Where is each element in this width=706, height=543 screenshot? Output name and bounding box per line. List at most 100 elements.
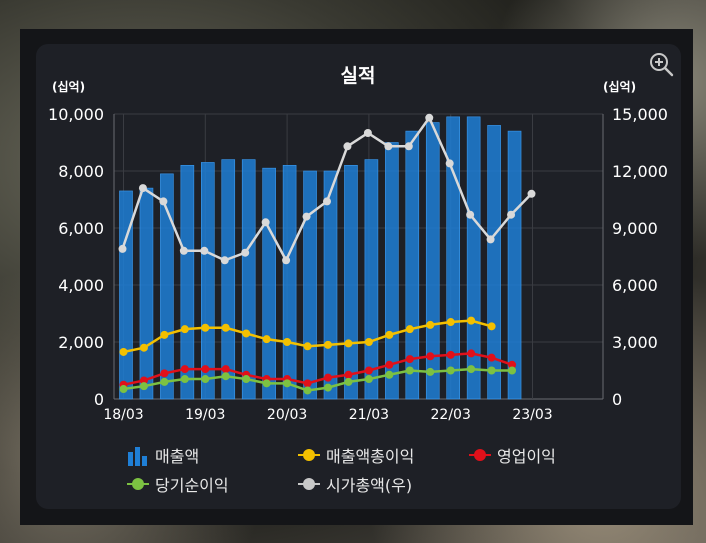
right-axis-unit: (십억) xyxy=(603,79,636,94)
left-tick-label: 6,000 xyxy=(58,219,104,238)
series-point xyxy=(241,248,250,257)
bar-sales xyxy=(466,116,481,400)
left-tick-label: 8,000 xyxy=(58,162,104,181)
series-point xyxy=(324,373,332,382)
bar-sales xyxy=(364,159,379,400)
legend-label: 당기순이익 xyxy=(155,476,229,495)
series-point xyxy=(508,360,517,369)
line-dot-icon xyxy=(298,475,320,493)
bar-sales xyxy=(160,173,174,400)
series-point xyxy=(344,377,353,386)
series-point xyxy=(138,184,147,193)
left-axis-unit: (십억) xyxy=(52,79,85,94)
series-point xyxy=(405,355,414,364)
series-point xyxy=(446,366,455,375)
series-point xyxy=(385,360,394,369)
zoom-in-icon[interactable] xyxy=(648,51,674,77)
bar-sales xyxy=(221,159,236,400)
bar-sales xyxy=(201,162,215,400)
series-point xyxy=(487,322,496,331)
x-tick-label: 20/03 xyxy=(267,407,307,423)
series-point xyxy=(426,352,435,361)
left-tick-label: 0 xyxy=(94,390,104,409)
series-point xyxy=(179,246,188,255)
legend-item-net-income[interactable]: 당기순이익 xyxy=(127,472,229,496)
series-point xyxy=(425,113,434,122)
series-point xyxy=(242,329,251,338)
series-point xyxy=(487,366,496,375)
series-point xyxy=(201,323,210,332)
bar-sales xyxy=(487,125,501,400)
bar-sales xyxy=(180,165,195,400)
series-point xyxy=(385,330,394,339)
series-point xyxy=(302,212,311,221)
series-point xyxy=(242,375,251,384)
left-tick-label: 2,000 xyxy=(58,333,104,352)
bar-sales xyxy=(262,167,276,400)
legend-label: 시가총액(우) xyxy=(326,476,413,495)
series-point xyxy=(426,367,435,376)
series-point xyxy=(139,343,148,352)
legend-item-market-cap[interactable]: 시가총액(우) xyxy=(298,472,412,496)
left-tick-label: 10,000 xyxy=(48,105,104,124)
series-point xyxy=(180,365,189,374)
series-point xyxy=(344,339,353,348)
series-point xyxy=(364,366,373,375)
series-point xyxy=(303,379,312,388)
right-tick-label: 0 xyxy=(612,390,622,409)
series-point xyxy=(364,338,373,346)
series-point xyxy=(180,375,189,384)
series-point xyxy=(384,142,393,151)
bar-sales xyxy=(507,130,522,400)
right-tick-label: 15,000 xyxy=(612,105,668,124)
series-point xyxy=(343,142,352,151)
legend-item-gross-profit[interactable]: 매출액총이익 xyxy=(298,443,414,467)
series-point xyxy=(344,370,353,379)
series-point xyxy=(405,366,414,375)
legend-item-operating-profit[interactable]: 영업이익 xyxy=(469,443,556,467)
series-point xyxy=(201,365,210,374)
bar-sales xyxy=(139,187,154,400)
series-point xyxy=(467,365,476,374)
series-point xyxy=(508,366,517,375)
legend-label: 영업이익 xyxy=(497,447,556,466)
series-point xyxy=(486,235,495,244)
series-point xyxy=(323,197,331,206)
chart-title: 실적 xyxy=(341,65,376,87)
bar-sales xyxy=(344,165,358,400)
series-point xyxy=(324,340,332,349)
series-point xyxy=(385,370,394,379)
series-point xyxy=(261,218,270,227)
legend-item-sales[interactable]: 매출액 xyxy=(127,443,199,467)
series-point xyxy=(201,375,210,384)
series-point xyxy=(221,372,230,381)
line-dot-icon xyxy=(298,446,320,464)
right-tick-label: 12,000 xyxy=(612,162,668,181)
series-point xyxy=(283,379,292,388)
line-dot-icon xyxy=(469,446,491,464)
series-point xyxy=(160,377,169,386)
bar-sales xyxy=(385,142,399,400)
x-tick-label: 18/03 xyxy=(103,407,143,423)
bar-sales xyxy=(282,165,297,400)
series-point xyxy=(446,350,455,359)
series-point xyxy=(364,375,373,384)
series-point xyxy=(180,325,189,334)
x-tick-label: 19/03 xyxy=(185,407,225,423)
x-tick-label: 23/03 xyxy=(512,407,552,423)
line-dot-icon xyxy=(127,475,149,493)
bar-sales xyxy=(303,170,317,400)
series-point xyxy=(220,256,229,265)
series-point xyxy=(487,353,496,362)
legend-label: 매출액 xyxy=(155,447,200,466)
series-point xyxy=(118,244,127,253)
series-point xyxy=(527,189,536,198)
left-tick-label: 4,000 xyxy=(58,276,104,295)
x-tick-label: 22/03 xyxy=(431,407,471,423)
series-point xyxy=(283,338,292,346)
series-point xyxy=(221,365,230,374)
series-point xyxy=(119,347,128,356)
x-tick-label: 21/03 xyxy=(349,407,389,423)
series-point xyxy=(404,142,413,151)
